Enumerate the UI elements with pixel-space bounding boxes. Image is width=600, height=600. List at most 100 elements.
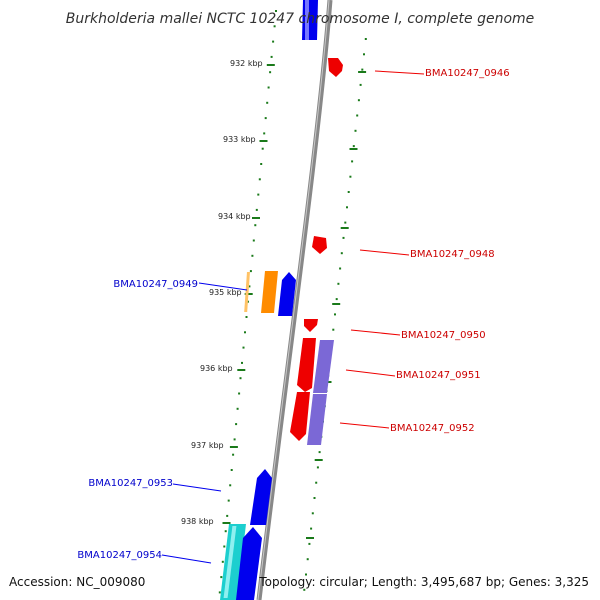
gene-label-0954[interactable]: BMA10247_0954: [77, 550, 162, 561]
scale-label-938: 938 kbp: [181, 517, 214, 526]
tick-dot-right: [359, 83, 362, 86]
gene-label-0948[interactable]: BMA10247_0948: [410, 249, 495, 260]
tick-dot-right: [318, 451, 321, 454]
genome-backbone-highlight: [257, 0, 330, 600]
tick-dot-right: [339, 267, 342, 270]
tick-major-right: [314, 459, 323, 461]
tick-dot-left: [232, 453, 235, 456]
tick-dot-left: [230, 469, 233, 471]
tick-dot-right: [344, 221, 347, 224]
leader-0950: [350, 329, 401, 336]
tick-dot-left: [239, 377, 242, 380]
tick-major-right: [332, 303, 341, 305]
tick-dot-right: [349, 175, 352, 178]
tick-dot-left: [235, 423, 238, 426]
tick-dot-right: [342, 236, 345, 239]
tick-marks: [218, 10, 367, 594]
gene-label-0950[interactable]: BMA10247_0950: [401, 330, 486, 341]
tick-dot-left: [257, 193, 260, 196]
leader-0952: [339, 422, 390, 429]
tick-dot-right: [305, 573, 307, 576]
gene-arrow-0952: [290, 392, 310, 441]
tick-dot-left: [261, 147, 264, 150]
tick-dot-left: [248, 285, 251, 288]
scale-label-932: 932 kbp: [230, 59, 263, 68]
scale-label-935: 935 kbp: [209, 288, 242, 297]
tick-dot-left: [272, 40, 275, 43]
map-title: Burkholderia mallei NCTC 10247 chromosom…: [66, 11, 535, 27]
tick-dot-left: [241, 361, 243, 364]
gene-arrow-0953: [250, 469, 272, 525]
feature-cyan-highlight: [223, 526, 237, 598]
tick-dot-left: [266, 101, 269, 104]
feature-orange-highlight: [244, 272, 250, 312]
tick-dot-left: [244, 331, 246, 334]
tick-dot-right: [313, 497, 316, 499]
tick-dot-left: [260, 163, 263, 165]
tick-dot-right: [364, 38, 367, 40]
tick-dot-left: [263, 132, 266, 135]
gene-label-0949[interactable]: BMA10247_0949: [113, 279, 198, 290]
tick-dot-left: [220, 576, 223, 579]
gene-arrow-0951: [297, 338, 316, 392]
tick-dot-left: [226, 514, 229, 517]
tick-dot-left: [269, 71, 272, 74]
tick-dot-right: [306, 558, 309, 561]
tick-dot-left: [251, 254, 254, 257]
topology-text: Topology: circular; Length: 3,495,687 bp…: [259, 575, 589, 589]
tick-major-left: [252, 217, 260, 219]
gene-label-0946[interactable]: BMA10247_0946: [425, 68, 510, 79]
tick-dot-right: [310, 527, 313, 530]
tick-dot-right: [351, 160, 354, 163]
tick-dot-left: [267, 86, 270, 89]
scale-label-933: 933 kbp: [223, 135, 256, 144]
tick-major-left: [259, 140, 268, 142]
tick-major-left: [229, 446, 238, 448]
tick-dot-left: [221, 560, 224, 563]
tick-dot-left: [258, 178, 261, 181]
leader-0954: [161, 554, 212, 564]
gene-label-0953[interactable]: BMA10247_0953: [88, 478, 173, 489]
tick-dot-left: [252, 239, 255, 242]
tick-dot-right: [354, 129, 357, 132]
gene-arrow-0950: [304, 319, 318, 332]
gene-arrow-0949: [278, 272, 296, 316]
tick-dot-right: [340, 252, 343, 255]
tick-dot-right: [361, 68, 364, 71]
tick-dot-left: [242, 346, 245, 349]
tick-dot-left: [264, 117, 267, 120]
gene-label-0951[interactable]: BMA10247_0951: [396, 370, 481, 381]
tick-dot-right: [315, 481, 318, 484]
tick-dot-left: [227, 499, 230, 502]
tick-dot-right: [308, 542, 311, 545]
scale-label-937: 937 kbp: [191, 441, 224, 450]
tick-dot-left: [223, 545, 226, 548]
tick-major-left: [266, 64, 275, 66]
tick-dot-right: [352, 145, 355, 148]
leader-0953: [172, 483, 222, 492]
tick-dot-right: [303, 588, 306, 591]
tick-dot-right: [363, 53, 365, 56]
tick-major-left: [244, 293, 253, 295]
tick-dot-right: [311, 512, 314, 515]
tick-dot-right: [356, 114, 359, 117]
tick-dot-right: [332, 328, 335, 331]
tick-major-right: [358, 71, 367, 73]
scale-label-936: 936 kbp: [200, 364, 233, 373]
tick-major-right: [349, 148, 358, 150]
leader-0951: [345, 369, 396, 377]
feature-orange: [261, 271, 278, 313]
tick-dot-left: [224, 530, 227, 533]
tick-dot-right: [337, 282, 340, 285]
feature-purple-upper: [313, 340, 334, 393]
tick-dot-right: [316, 466, 319, 469]
tick-dot-left: [238, 392, 241, 395]
tick-dot-left: [249, 270, 252, 273]
tick-dot-right: [346, 206, 348, 209]
tick-dot-left: [229, 484, 232, 487]
gene-label-0952[interactable]: BMA10247_0952: [390, 423, 475, 434]
leader-0948: [359, 249, 410, 256]
gene-arrow-0954: [236, 527, 262, 600]
tick-dot-right: [335, 298, 338, 301]
